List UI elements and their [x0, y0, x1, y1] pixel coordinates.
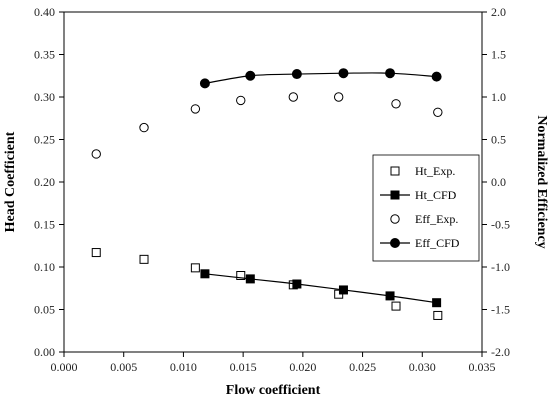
data-point [245, 274, 255, 284]
data-point [236, 271, 246, 280]
y-tick-label: 0.35 [34, 48, 55, 62]
data-point [288, 92, 299, 102]
series-circle-open [91, 92, 443, 159]
legend-marker [390, 166, 400, 176]
data-point [433, 310, 443, 320]
x-tick-label: 0.025 [349, 360, 376, 374]
x-tick-label: 0.015 [230, 360, 257, 374]
ticks-layer: 0.000 0.005 0.010 0.015 0.020 0.025 0.030 0.035… [34, 5, 510, 374]
data-point [139, 254, 149, 264]
y2-tick-label: -0.5 [491, 218, 510, 232]
y-tick-label: 0.10 [34, 260, 55, 274]
data-point [431, 71, 442, 82]
legend-label: Ht_Exp. [415, 164, 455, 178]
x-tick-label: 0.000 [51, 360, 78, 374]
data-point [432, 298, 442, 308]
data-point [190, 104, 201, 114]
y2-tick-label: -1.0 [491, 260, 510, 274]
y-tick-label: 0.25 [34, 133, 55, 147]
y-tick-label: 0.00 [34, 345, 55, 359]
data-point [245, 70, 256, 81]
series-circle-filled [199, 68, 442, 89]
y-tick-label: 0.30 [34, 90, 55, 104]
x-tick-label: 0.005 [110, 360, 137, 374]
legend-marker [390, 238, 400, 248]
legend-label: Ht_CFD [415, 188, 457, 202]
y2-tick-label: 1.5 [491, 48, 506, 62]
x-tick-label: 0.035 [469, 360, 496, 374]
x-tick-label: 0.010 [170, 360, 197, 374]
legend-label: Eff_CFD [415, 236, 460, 250]
x-tick-label: 0.030 [409, 360, 436, 374]
data-point [190, 263, 200, 273]
y-tick-label: 0.20 [34, 175, 55, 189]
x-tick-label: 0.020 [289, 360, 316, 374]
legend-entry: Eff_CFD [380, 236, 460, 250]
legend-marker [390, 190, 400, 200]
data-point [91, 248, 101, 258]
data-point [385, 291, 395, 301]
series-line [204, 273, 437, 304]
y2-tick-label: 1.0 [491, 90, 506, 104]
data-point [236, 95, 246, 106]
y2-tick-label: 0.5 [491, 133, 506, 147]
data-point [385, 68, 396, 79]
data-point [91, 149, 101, 159]
legend-label: Eff_Exp. [415, 212, 458, 226]
y2-tick-label: -1.5 [491, 303, 510, 317]
legend-marker [390, 214, 400, 224]
data-point [433, 107, 443, 118]
legend-entry: Ht_CFD [380, 188, 457, 202]
data-point [338, 68, 349, 79]
data-point [391, 301, 401, 311]
y2-tick-label: 0.0 [491, 175, 506, 189]
y2-axis-title: Normalized Efficiency [534, 115, 549, 248]
data-point [200, 269, 210, 279]
x-axis-title: Flow coefficient [226, 383, 321, 398]
series-square-filled [200, 269, 442, 308]
y-axis-title: Head Coefficient [3, 131, 18, 232]
y-tick-label: 0.40 [34, 5, 55, 19]
series-layer [91, 68, 443, 320]
data-point [291, 69, 302, 80]
y-tick-label: 0.15 [34, 218, 55, 232]
y2-tick-label: -2.0 [491, 345, 510, 359]
data-point [391, 99, 401, 109]
y-tick-label: 0.05 [34, 303, 55, 317]
data-point [292, 279, 302, 289]
data-point [139, 122, 149, 133]
legend-entry: Eff_Exp. [390, 212, 458, 226]
data-point [199, 78, 210, 89]
data-point [338, 285, 348, 295]
series-line [204, 72, 437, 84]
legend-entry: Ht_Exp. [390, 164, 455, 178]
legend: Ht_Exp. Ht_CFD Eff_Exp. Eff_CFD [372, 154, 480, 262]
data-point [333, 92, 344, 102]
y2-tick-label: 2.0 [491, 5, 506, 19]
